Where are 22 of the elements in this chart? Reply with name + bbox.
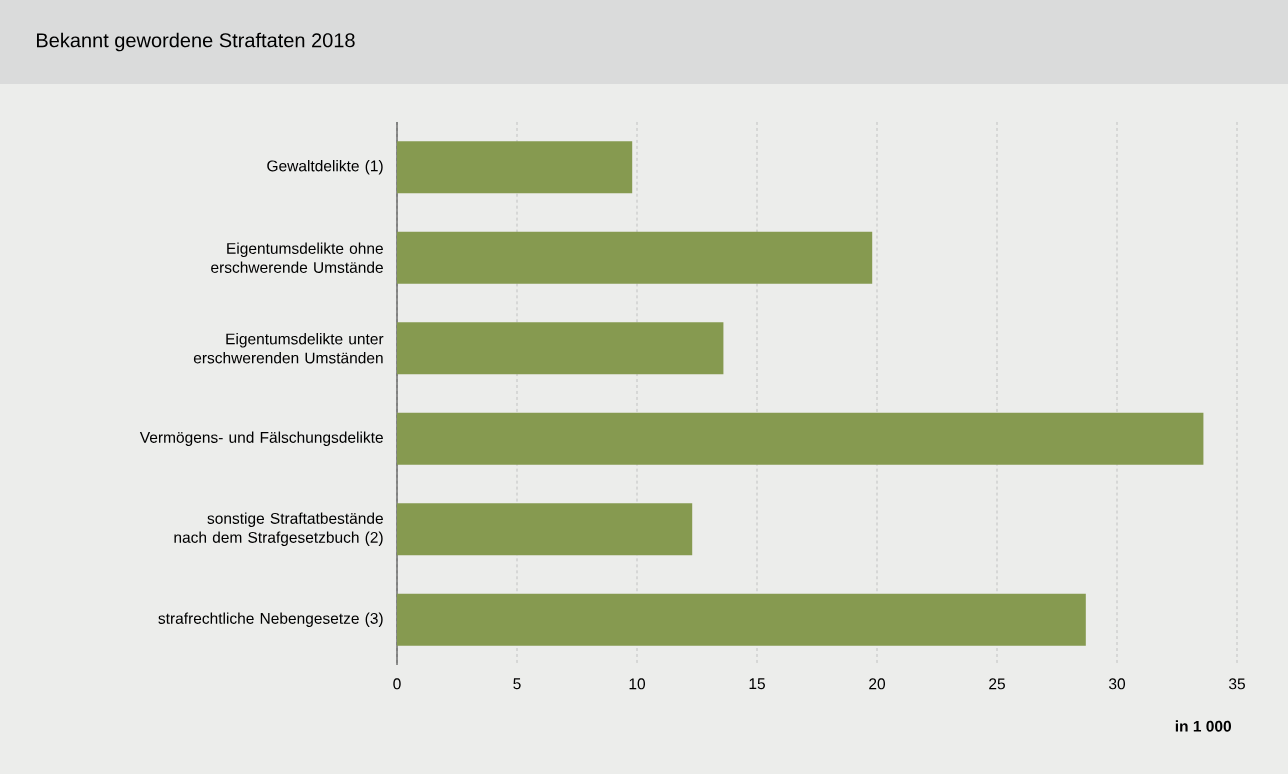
bar bbox=[397, 231, 873, 284]
y-tick-label: sonstige Straftatbestände nach dem Strafgesetzbuch (2) bbox=[174, 512, 383, 546]
x-tick-label: 25 bbox=[989, 678, 1005, 690]
y-tick-label: Gewaltdelikte (1) bbox=[267, 160, 383, 175]
x-tick-label: 15 bbox=[749, 678, 765, 690]
bar bbox=[397, 503, 693, 556]
y-tick-label: Eigentumsdelikte unter erschwerenden Umständen bbox=[193, 333, 384, 364]
x-tick-label: 5 bbox=[513, 678, 521, 690]
bar bbox=[397, 322, 724, 375]
bar bbox=[397, 593, 1086, 646]
bar bbox=[397, 412, 1204, 465]
x-tick-label: 35 bbox=[1228, 678, 1245, 690]
x-tick-label: 0 bbox=[393, 678, 401, 690]
y-tick-label: strafrechtliche Nebengesetze (3) bbox=[158, 612, 383, 627]
x-axis-title: in 1 000 bbox=[1175, 720, 1231, 732]
y-tick-label: Eigentumsdelikte ohne erschwerende Umstände bbox=[211, 242, 383, 273]
x-tick-label: 10 bbox=[629, 678, 646, 690]
y-tick-label: Vermögens- und Fälschungsdelikte bbox=[139, 431, 383, 446]
x-tick-label: 20 bbox=[869, 678, 886, 690]
bar bbox=[397, 141, 633, 194]
x-tick-label: 30 bbox=[1108, 678, 1126, 690]
text: Bekannt gewordene Straftaten 2018 bbox=[37, 32, 355, 52]
